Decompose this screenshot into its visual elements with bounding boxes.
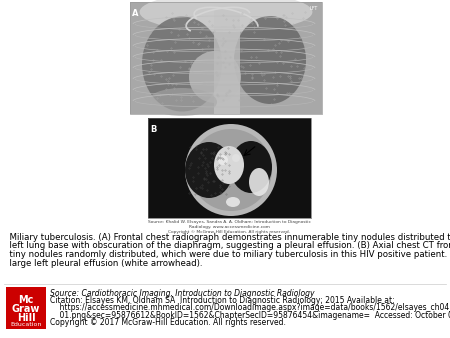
Text: Mc: Mc <box>18 295 34 305</box>
Ellipse shape <box>140 0 312 32</box>
Text: LFT: LFT <box>310 6 318 11</box>
Text: Copyright © 2017 McGraw-Hill Education. All rights reserved.: Copyright © 2017 McGraw-Hill Education. … <box>50 318 286 327</box>
Bar <box>6 287 46 329</box>
Text: 01.png&sec=95876612&BookID=1562&ChapterSecID=95876454&imagename=  Accessed: Octo: 01.png&sec=95876612&BookID=1562&ChapterS… <box>50 311 450 320</box>
Text: https://accessmedicine.mhmedical.com/Downloadimage.aspx?image=data/books/1562/el: https://accessmedicine.mhmedical.com/Dow… <box>50 304 450 312</box>
Bar <box>130 2 322 114</box>
Text: Radiology. www.accessmedicine.com: Radiology. www.accessmedicine.com <box>189 225 270 229</box>
Ellipse shape <box>249 168 269 196</box>
Text: B: B <box>150 125 157 134</box>
Text: Source: Cardiothoracic Imaging, Introduction to Diagnostic Radiology: Source: Cardiothoracic Imaging, Introduc… <box>50 289 315 298</box>
Text: Graw: Graw <box>12 304 40 314</box>
Text: Source: Khalid W. Elsayes, Sandra A. A. Oldham: Introduction to Diagnostic: Source: Khalid W. Elsayes, Sandra A. A. … <box>148 220 310 224</box>
Text: A: A <box>132 9 139 18</box>
Ellipse shape <box>189 51 241 103</box>
Bar <box>148 118 311 218</box>
Ellipse shape <box>142 17 222 112</box>
Text: Education: Education <box>10 322 42 327</box>
Circle shape <box>232 154 240 162</box>
Bar <box>130 2 322 114</box>
Bar <box>148 118 311 218</box>
Text: Citation: Elsayes KM, Oldham SA  Introduction to Diagnostic Radiology; 2015 Avai: Citation: Elsayes KM, Oldham SA Introduc… <box>50 296 395 305</box>
Ellipse shape <box>214 146 244 184</box>
Ellipse shape <box>185 142 233 198</box>
Bar <box>214 10 240 114</box>
Circle shape <box>218 155 228 165</box>
Ellipse shape <box>230 141 272 193</box>
Text: tiny nodules randomly distributed, which were due to miliary tuberculosis in thi: tiny nodules randomly distributed, which… <box>4 250 450 259</box>
Text: Miliary tuberculosis. (A) Frontal chest radiograph demonstrates innumerable tiny: Miliary tuberculosis. (A) Frontal chest … <box>4 233 450 242</box>
Bar <box>130 2 322 114</box>
Text: large left pleural effusion (white arrowhead).: large left pleural effusion (white arrow… <box>4 259 202 267</box>
Circle shape <box>185 124 277 216</box>
Ellipse shape <box>226 197 240 207</box>
Text: Copyright © McGraw-Hill Education. All rights reserved.: Copyright © McGraw-Hill Education. All r… <box>168 230 290 234</box>
Circle shape <box>190 129 272 211</box>
Text: Hill: Hill <box>17 313 35 323</box>
Text: left lung base with obscuration of the diaphragm, suggesting a pleural effusion.: left lung base with obscuration of the d… <box>4 241 450 250</box>
Ellipse shape <box>234 16 306 104</box>
Ellipse shape <box>147 88 217 116</box>
